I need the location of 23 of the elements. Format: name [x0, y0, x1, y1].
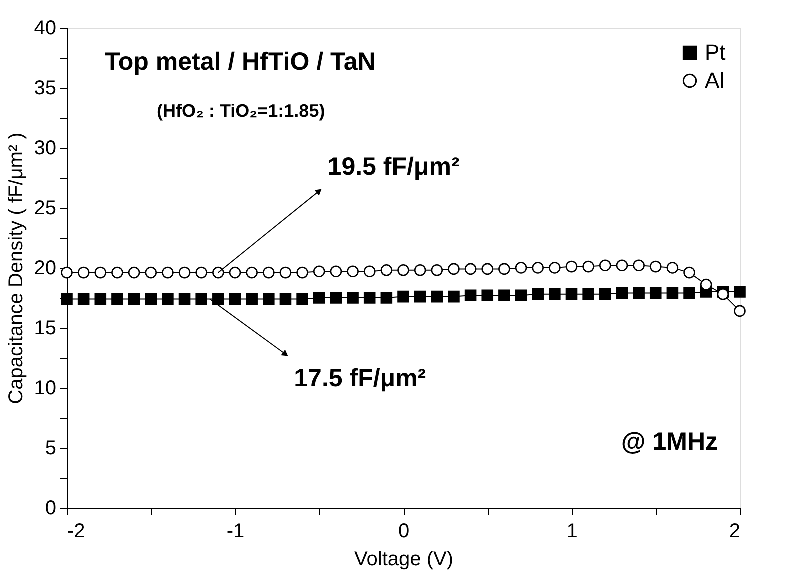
annotation: 17.5 fF/μm² — [294, 364, 426, 392]
y-tick-label: 0 — [45, 498, 56, 520]
annotation: 19.5 fF/μm² — [328, 153, 460, 182]
x-tick-label: 2 — [729, 520, 740, 542]
x-tick-label: 0 — [398, 520, 410, 542]
y-tick-label: 20 — [34, 258, 56, 280]
text: (HfO₂ : TiO₂=1:1.85) — [157, 101, 326, 121]
x-tick-label: -2 — [68, 520, 86, 542]
y-tick-label: 5 — [45, 438, 56, 460]
y-tick-label: 25 — [34, 198, 56, 220]
y-tick-label: 30 — [34, 138, 56, 160]
x-tick-label: 1 — [566, 520, 578, 542]
y-tick-label: 15 — [34, 318, 56, 340]
annotation: @ 1MHz — [621, 428, 718, 456]
x-tick-label: -1 — [226, 520, 245, 542]
legend-label: Al — [705, 68, 725, 93]
y-tick-label: 10 — [34, 378, 56, 400]
y-tick-label: 35 — [34, 78, 56, 100]
y-tick-label: 40 — [34, 18, 56, 40]
legend-label: Pt — [705, 40, 726, 65]
x-axis-title: Voltage (V) — [354, 548, 454, 570]
text: Top metal / HfTiO / TaN — [105, 48, 376, 76]
y-axis-title: Capacitance Density ( fF/μm² ) — [5, 132, 28, 404]
